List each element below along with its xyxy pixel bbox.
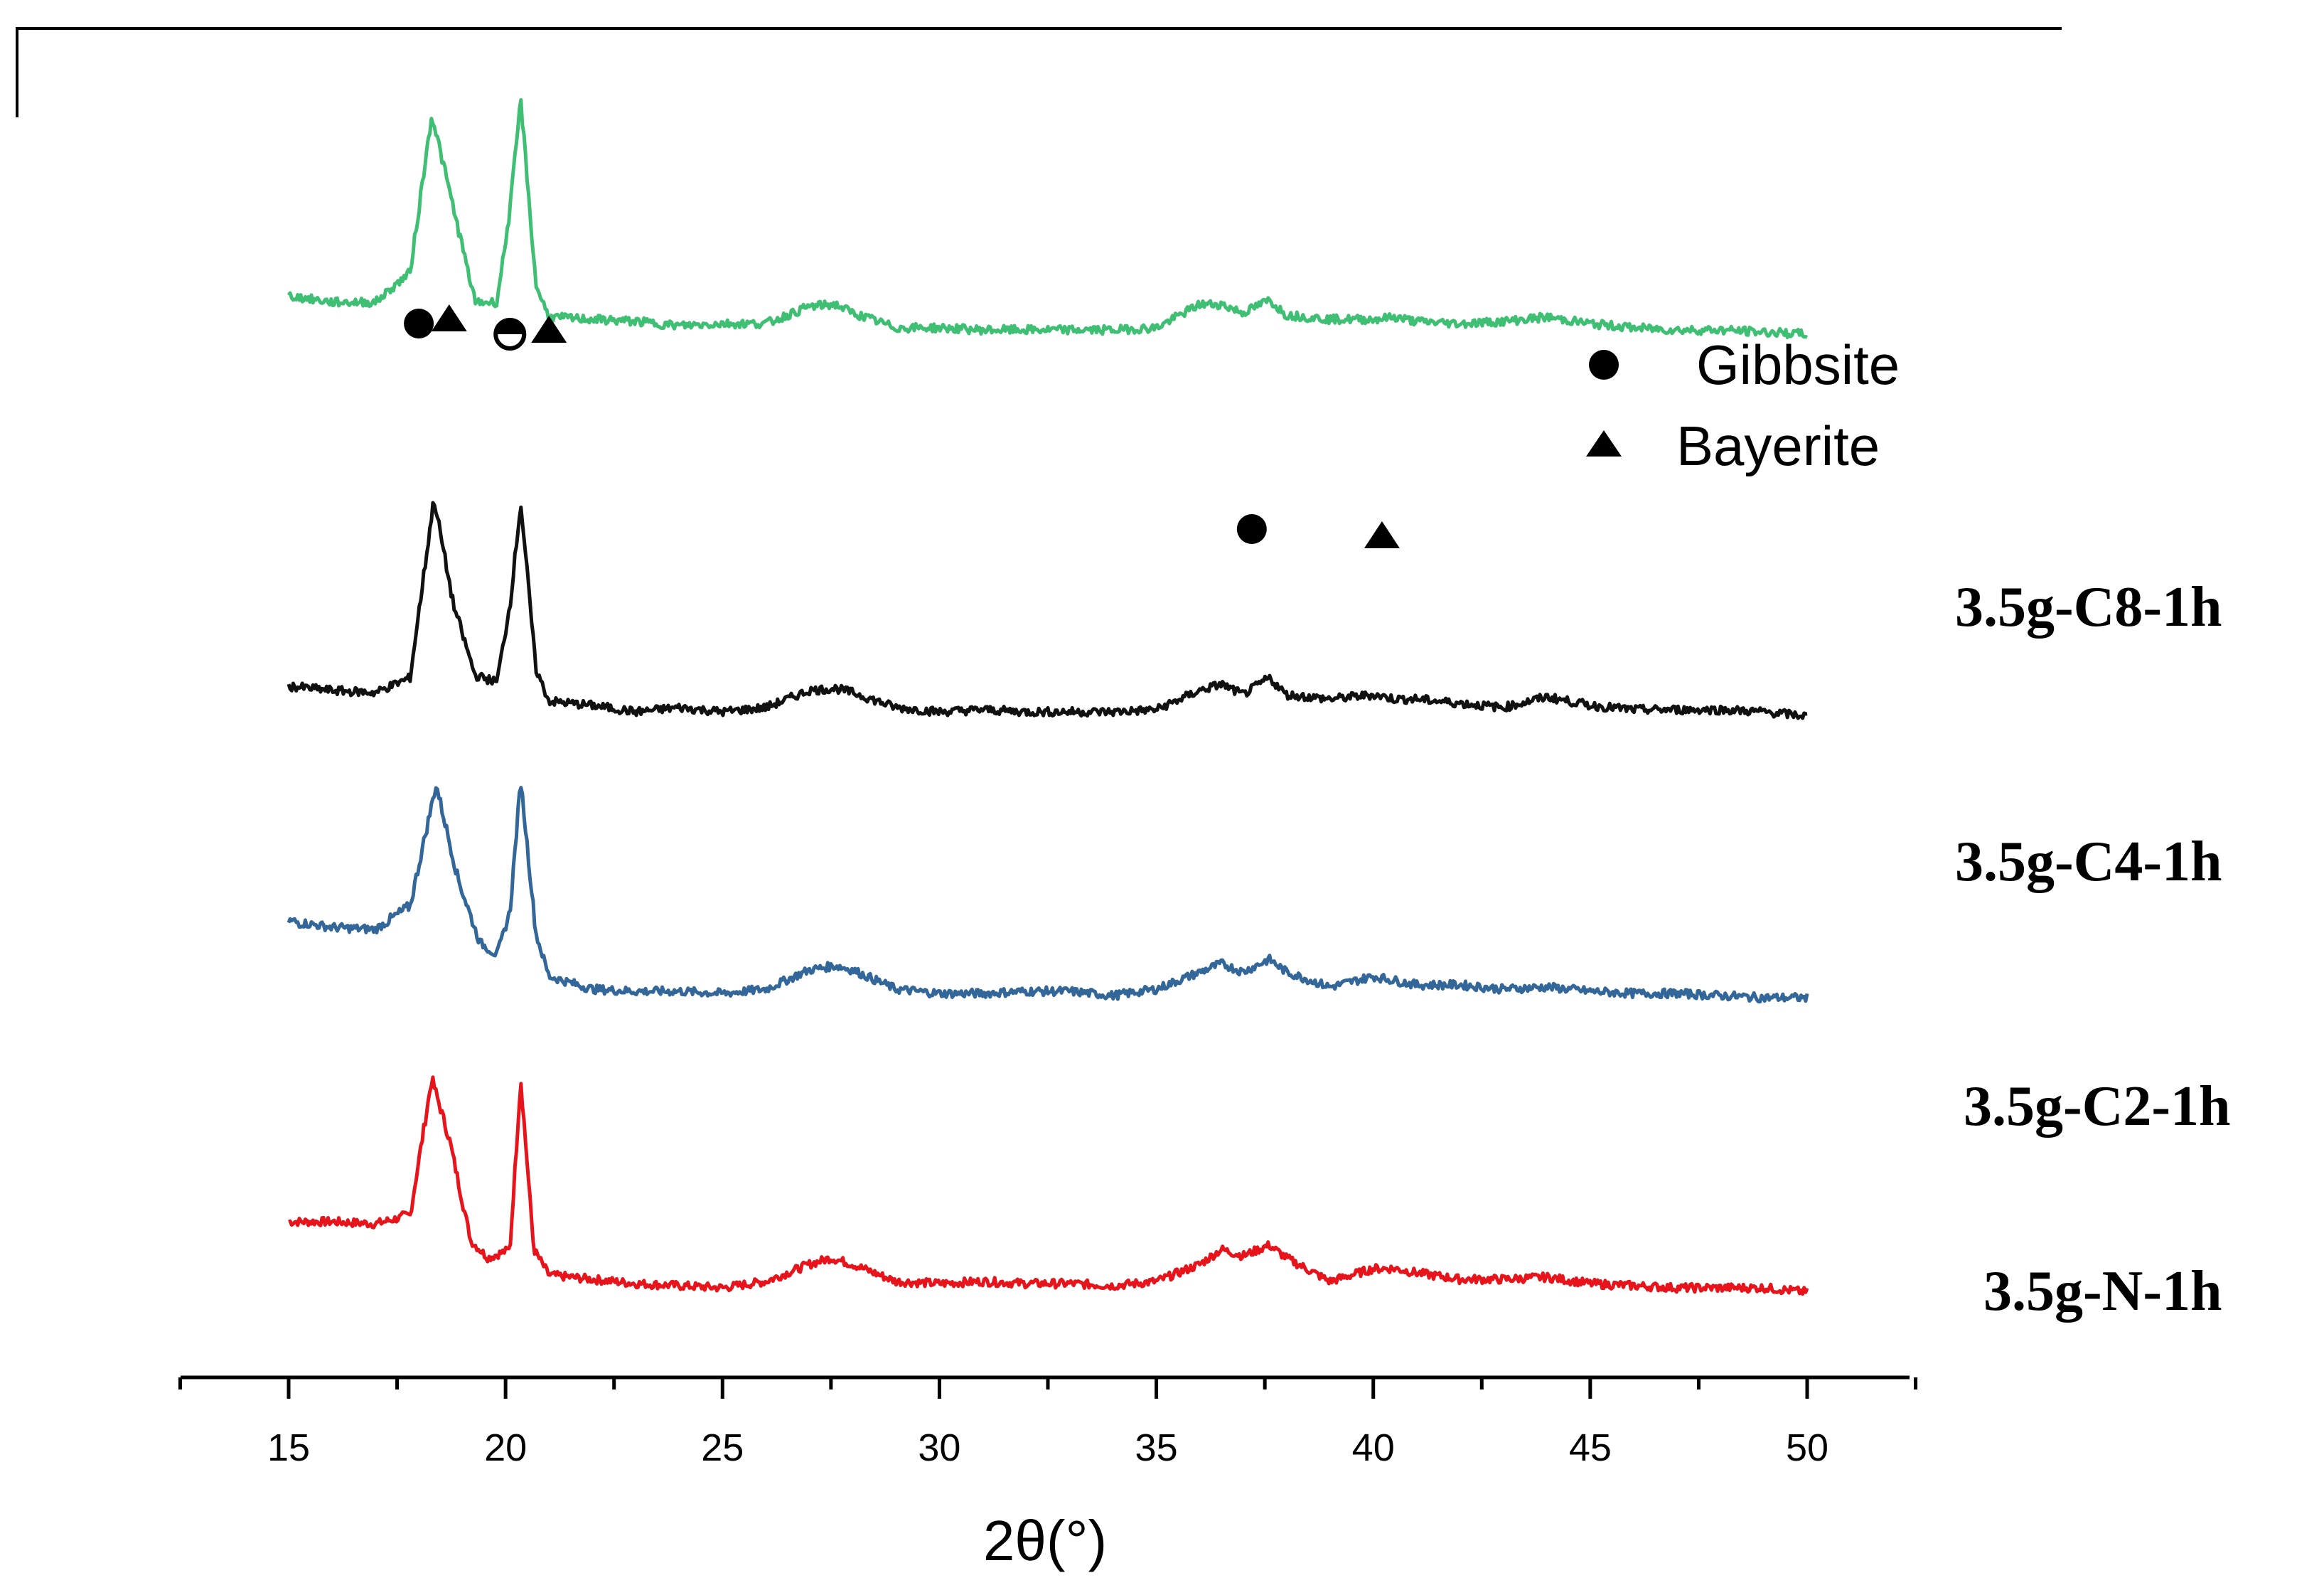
x-tick-label-45: 45: [1569, 1426, 1612, 1469]
bayerite-marker-icon: [1364, 521, 1400, 548]
legend-bayerite-label: Bayerite: [1676, 415, 1880, 477]
bayerite-marker-icon: [531, 316, 567, 343]
legend-bayerite-icon: [1586, 430, 1622, 457]
peak-markers: [404, 304, 1400, 548]
series-label-c2-1h: 3.5g-C2-1h: [1964, 1075, 2231, 1138]
series-label-c4-1h: 3.5g-C4-1h: [1955, 831, 2222, 893]
x-tick-label-50: 50: [1786, 1426, 1828, 1469]
x-tick-label-20: 20: [484, 1426, 527, 1469]
legend: Gibbsite Bayerite: [1586, 334, 1900, 477]
x-tick-label-35: 35: [1135, 1426, 1178, 1469]
x-axis-title: 2θ(°): [983, 1509, 1107, 1572]
x-axis-ticks: [178, 1377, 1918, 1399]
top-frame-line: [16, 27, 2062, 117]
x-tick-label-30: 30: [918, 1426, 960, 1469]
gibbsite-marker-icon: [1236, 514, 1267, 544]
series-line-c2-1h: [287, 786, 1809, 1004]
series-label-c8-1h: 3.5g-C8-1h: [1955, 576, 2222, 639]
legend-gibbsite-icon: [1589, 350, 1619, 380]
x-tick-label-15: 15: [267, 1426, 310, 1469]
series-line-c8-1h: [287, 98, 1808, 339]
gibbsite-marker-icon: [404, 309, 434, 338]
series-line-n-1h: [288, 1075, 1809, 1296]
bayerite-marker-icon: [431, 304, 467, 331]
x-tick-label-40: 40: [1352, 1426, 1395, 1469]
series-label-n-1h: 3.5g-N-1h: [1983, 1260, 2222, 1323]
gibbsite-half-marker-icon: [493, 318, 527, 351]
series-group: [287, 98, 1809, 1296]
legend-gibbsite-label: Gibbsite: [1696, 334, 1900, 396]
x-tick-label-25: 25: [701, 1426, 744, 1469]
series-line-c4-1h: [287, 501, 1808, 720]
